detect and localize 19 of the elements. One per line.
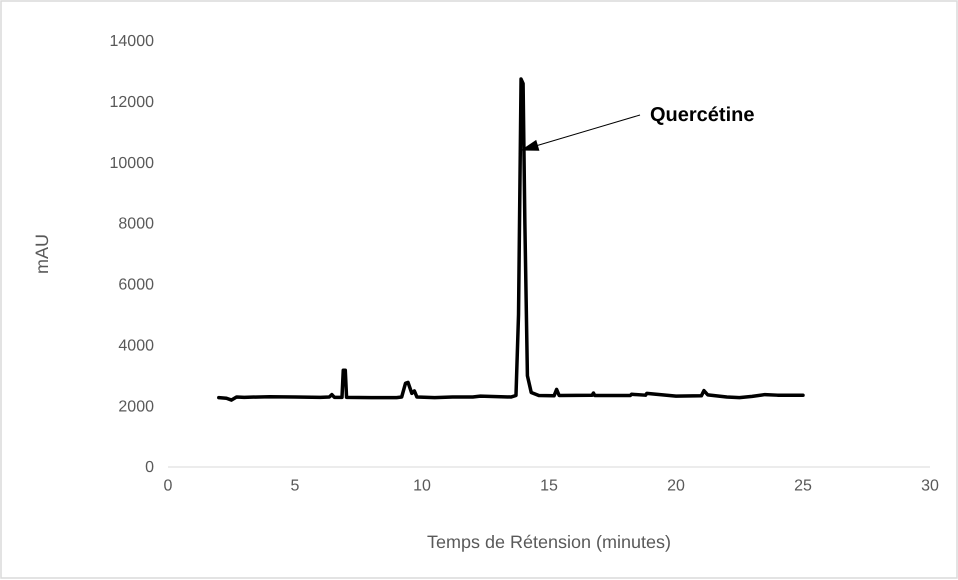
y-tick-label: 12000 [110, 94, 154, 111]
y-tick-label: 10000 [110, 154, 154, 172]
y-tick-label: 6000 [118, 276, 154, 294]
y-tick-label: 4000 [118, 337, 154, 354]
x-tick-label: 15 [540, 477, 558, 494]
line-series [217, 77, 805, 402]
x-tick-label: 25 [794, 477, 812, 494]
x-tick-label: 10 [413, 477, 431, 494]
x-tick-label: 20 [667, 477, 685, 494]
y-tick-label: 0 [145, 459, 154, 476]
y-tick-label: 14000 [110, 33, 154, 50]
y-tick-label: 2000 [118, 398, 154, 416]
x-tick-label: 0 [164, 477, 173, 494]
annotation: Quercétine [650, 104, 754, 126]
x-tick-label: 5 [290, 477, 300, 494]
y-axis-title: mAU [32, 234, 52, 274]
x-axis-title: Temps de Rétension (minutes) [426, 532, 672, 552]
y-tick-label: 8000 [118, 216, 154, 233]
x-tick-label: 30 [921, 477, 939, 494]
